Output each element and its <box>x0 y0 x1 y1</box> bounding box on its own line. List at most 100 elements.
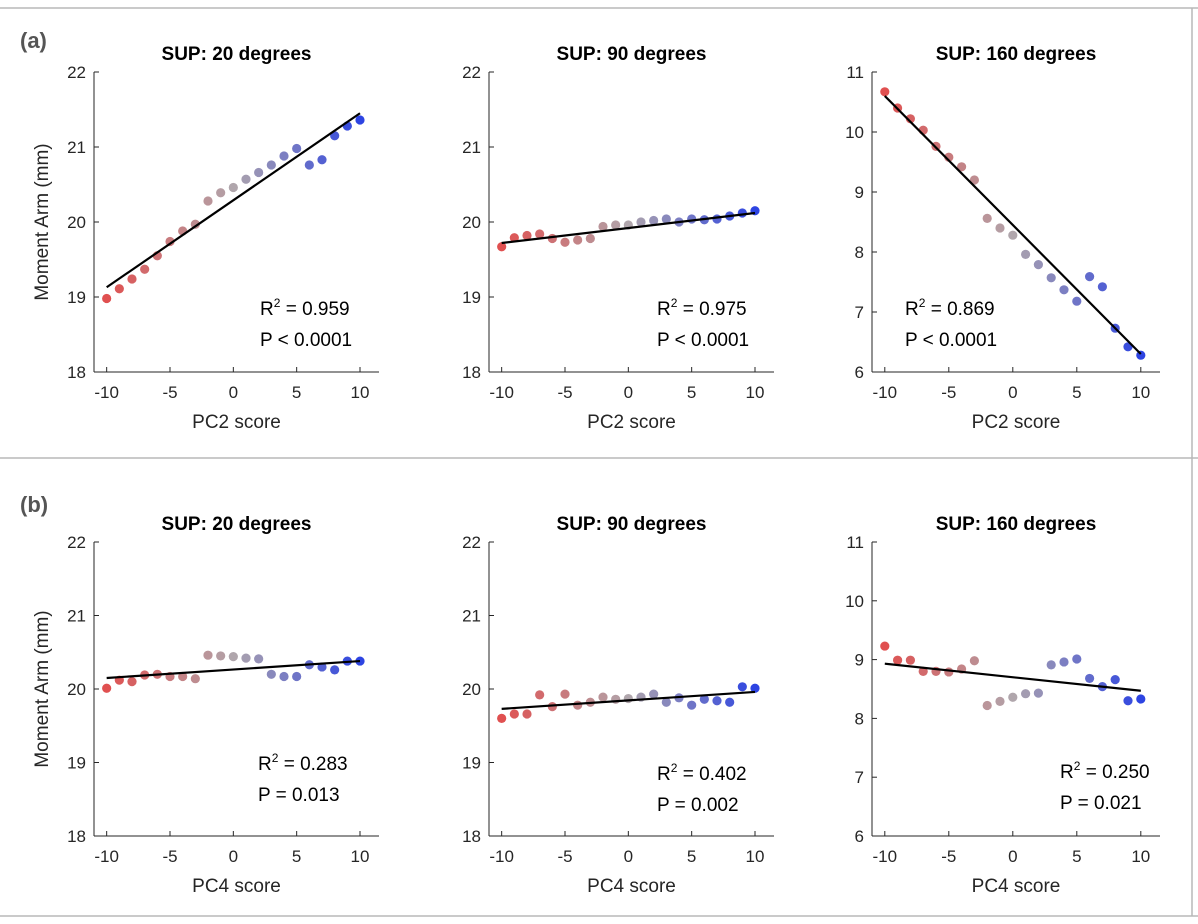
p-value-label: P = 0.021 <box>1060 793 1142 814</box>
subplot-title: SUP: 160 degrees <box>936 514 1097 535</box>
data-point <box>661 697 671 707</box>
data-point <box>880 87 890 97</box>
data-point <box>190 219 200 229</box>
subplot-2: 18 19 20 21 22 -10 -5 0 5 10 SUP: 90 degrees PC2 sc… <box>462 44 774 433</box>
data-point <box>623 693 633 704</box>
regression-line <box>106 112 361 289</box>
p-value-label: P < 0.0001 <box>260 330 352 351</box>
data-point <box>127 677 137 687</box>
data-point <box>1008 692 1018 702</box>
p-value-label: P = 0.013 <box>258 785 340 806</box>
data-point <box>573 700 583 710</box>
y-tick-label: 10 <box>845 123 864 142</box>
data-point <box>279 151 289 161</box>
y-tick-label: 22 <box>462 63 481 82</box>
x-tick-label: 10 <box>1131 847 1150 866</box>
x-tick-label: -10 <box>873 847 898 866</box>
x-tick-label: -5 <box>941 383 956 402</box>
data-point <box>661 214 671 224</box>
y-tick-label: 10 <box>845 592 864 611</box>
data-point <box>509 233 519 243</box>
data-point <box>1072 654 1082 664</box>
data-point <box>178 671 188 682</box>
regression-line <box>501 211 756 245</box>
y-tick-label: 21 <box>67 607 86 626</box>
data-point <box>102 293 112 304</box>
data-point <box>969 175 980 185</box>
data-point <box>509 709 519 719</box>
data-point <box>1021 249 1031 259</box>
r-squared-label: R2 = 0.402 <box>657 761 747 785</box>
x-tick-label: 5 <box>292 847 301 866</box>
data-point <box>995 223 1005 233</box>
subplot-1: 18 19 20 21 22 -10 -5 0 5 10 SUP: 20 degrees PC2 sc… <box>32 44 379 433</box>
subplot-4: 18 19 20 21 22 -10 -5 0 5 10 SUP: 20 degrees PC4 sc… <box>32 514 379 897</box>
data-point <box>216 651 226 661</box>
x-tick-label: 5 <box>1072 847 1081 866</box>
r-squared-label: R2 = 0.250 <box>1060 759 1150 783</box>
data-point <box>737 208 747 218</box>
y-tick-label: 8 <box>855 709 864 728</box>
data-point <box>1110 674 1120 685</box>
y-tick-label: 6 <box>855 363 864 382</box>
y-tick-label: 19 <box>462 754 481 773</box>
data-point <box>279 671 289 682</box>
data-point <box>1008 230 1018 240</box>
data-point <box>982 213 992 223</box>
p-value-label: P = 0.002 <box>657 795 739 816</box>
x-tick-label: -5 <box>557 847 572 866</box>
data-point <box>203 650 213 660</box>
data-point <box>1033 688 1043 698</box>
y-axis-label: Moment Arm (mm) <box>32 610 53 767</box>
data-point <box>957 162 967 172</box>
data-point <box>1123 696 1133 706</box>
y-tick-label: 18 <box>67 363 86 382</box>
x-tick-label: 0 <box>624 847 633 866</box>
x-tick-label: -5 <box>557 383 572 402</box>
data-point <box>969 656 980 666</box>
subplot-title: SUP: 20 degrees <box>162 44 312 65</box>
data-point <box>1046 660 1056 670</box>
data-point <box>737 682 747 692</box>
data-point <box>254 654 264 664</box>
data-point <box>497 713 507 724</box>
x-tick-label: 0 <box>229 383 238 402</box>
subplot-3: 6 7 8 9 10 11 -10 -5 0 5 10 SUP: 160 degrees PC2 sco… <box>845 44 1160 433</box>
p-value-label: P < 0.0001 <box>905 330 997 351</box>
x-tick-label: 10 <box>351 847 370 866</box>
subplot-title: SUP: 90 degrees <box>557 514 707 535</box>
y-tick-label: 6 <box>855 827 864 846</box>
data-point <box>522 230 532 241</box>
panel-label-b: (b) <box>20 492 48 517</box>
x-tick-label: 0 <box>1008 847 1017 866</box>
r-squared-label: R2 = 0.975 <box>657 296 747 320</box>
data-point <box>266 160 276 170</box>
data-point <box>598 692 608 702</box>
p-value-label: P < 0.0001 <box>657 330 749 351</box>
data-point <box>893 655 903 665</box>
r-squared-label: R2 = 0.283 <box>258 751 348 775</box>
data-point <box>573 235 583 245</box>
x-axis-label: PC4 score <box>972 876 1061 897</box>
y-tick-label: 20 <box>462 680 481 699</box>
data-point <box>241 653 251 663</box>
data-point <box>905 114 916 124</box>
x-tick-label: -10 <box>489 847 514 866</box>
x-tick-label: 0 <box>624 383 633 402</box>
data-point <box>982 700 992 711</box>
data-point <box>203 196 213 206</box>
data-point <box>1046 273 1056 283</box>
data-point <box>712 696 722 706</box>
data-point <box>330 665 340 675</box>
y-tick-label: 8 <box>855 243 864 262</box>
regression-line <box>106 659 361 680</box>
y-tick-label: 11 <box>846 63 864 82</box>
data-point <box>228 652 238 662</box>
y-tick-label: 21 <box>462 607 481 626</box>
x-tick-label: 5 <box>687 383 696 402</box>
data-point <box>995 696 1005 706</box>
data-point <box>1021 689 1031 699</box>
plots-group: 18 19 20 21 22 -10 -5 0 5 10 SUP: 20 degrees PC2 sc… <box>32 44 1160 897</box>
x-axis-label: PC4 score <box>587 876 676 897</box>
data-point <box>241 174 251 184</box>
